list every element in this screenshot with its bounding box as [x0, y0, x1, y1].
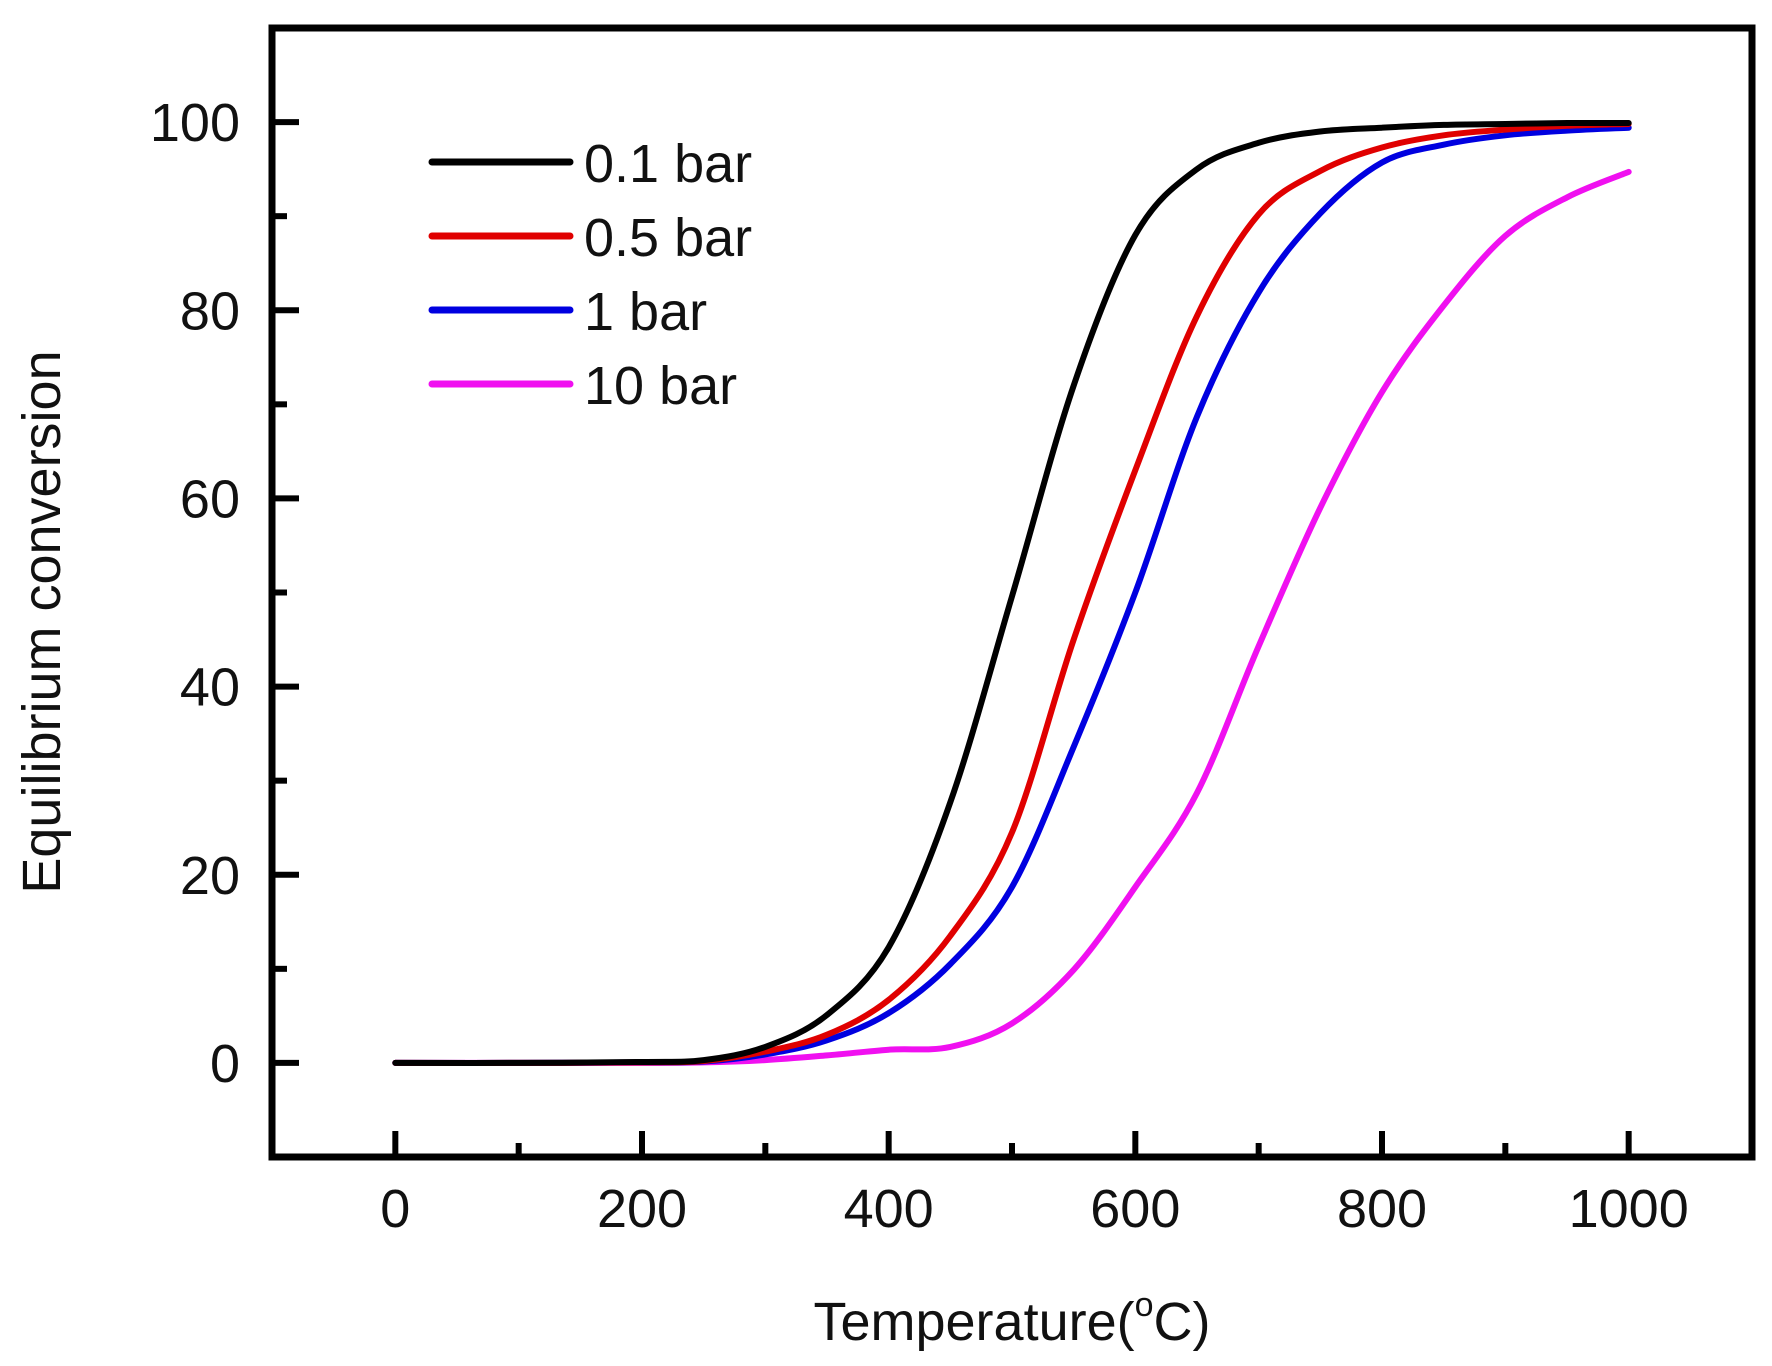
x-tick-label: 600	[1090, 1179, 1180, 1239]
x-axis-label: Temperature(oC)	[813, 1286, 1210, 1352]
x-axis-label-unit: C)	[1154, 1292, 1211, 1352]
legend-label: 10 bar	[584, 356, 737, 416]
y-tick-label: 60	[180, 469, 240, 529]
legend-item-1-bar: 1 bar	[428, 282, 707, 342]
legend-item-0-5-bar: 0.5 bar	[428, 208, 752, 268]
legend-item-10-bar: 10 bar	[428, 356, 737, 416]
series-line-10-bar	[392, 168, 1632, 1066]
x-axis-label-degree: o	[1135, 1286, 1154, 1324]
x-tick-label: 0	[380, 1179, 410, 1239]
y-axis-label: Equilibrium conversion	[12, 350, 72, 893]
series-line-0-1-bar	[392, 119, 1632, 1066]
y-tick-label: 20	[180, 846, 240, 906]
series-group	[392, 119, 1632, 1066]
y-tick-label: 0	[210, 1034, 240, 1094]
legend-label: 0.5 bar	[584, 208, 752, 268]
x-tick-label: 400	[844, 1179, 934, 1239]
x-axis-label-text: Temperature(	[813, 1292, 1134, 1352]
legend-item-0-1-bar: 0.1 bar	[428, 134, 752, 194]
y-axis-ticks: 0 20 40 60 80 100	[150, 93, 299, 1094]
y-tick-label: 100	[150, 93, 240, 153]
legend-label: 1 bar	[584, 282, 707, 342]
x-tick-label: 800	[1337, 1179, 1427, 1239]
legend-label: 0.1 bar	[584, 134, 752, 194]
y-tick-label: 80	[180, 281, 240, 341]
y-tick-label: 40	[180, 658, 240, 718]
x-axis-ticks: 0 200 400 600 800 1000	[380, 1131, 1689, 1239]
x-tick-label: 200	[597, 1179, 687, 1239]
legend: 0.1 bar 0.5 bar 1 bar 10 bar	[428, 134, 752, 416]
x-tick-label: 1000	[1569, 1179, 1689, 1239]
